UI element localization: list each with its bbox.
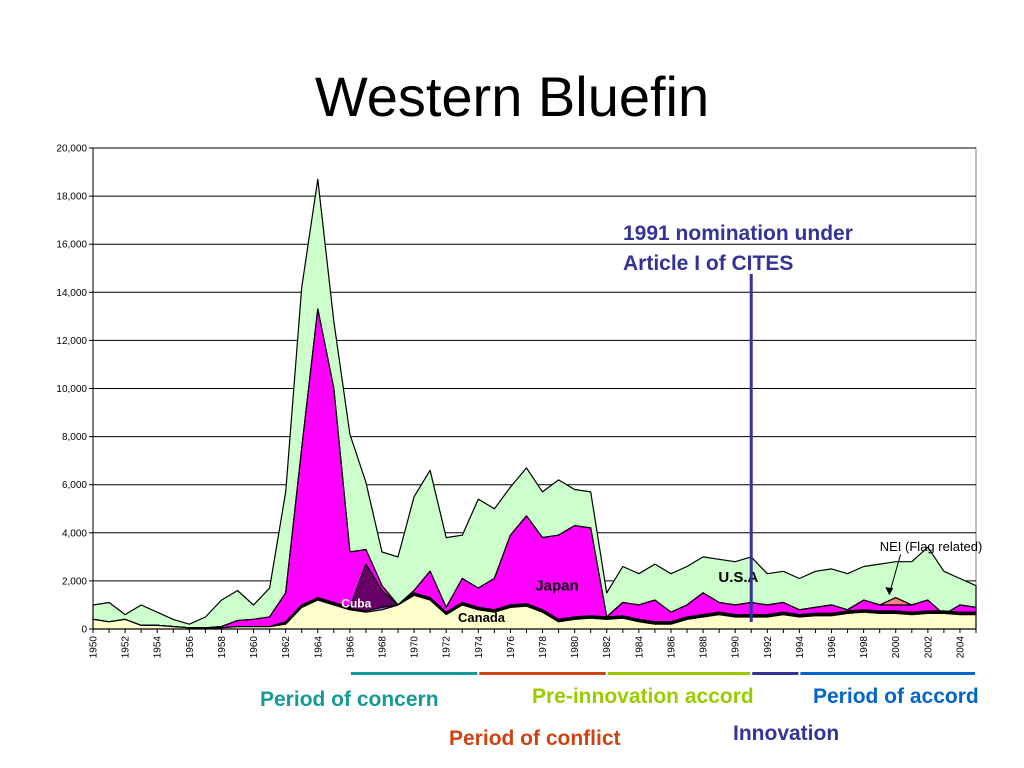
x-tick-label: 1956 [185, 636, 196, 659]
y-tick-label: 16,000 [56, 240, 87, 251]
x-tick-label: 1974 [474, 636, 485, 659]
x-tick-label: 1988 [699, 636, 710, 659]
y-tick-label: 10,000 [56, 384, 87, 395]
annotations: 1991 nomination under Article I of CITES [623, 222, 853, 622]
x-tick-label: 2004 [955, 636, 966, 659]
cites-annotation-line: Article I of CITES [623, 252, 793, 275]
series-label-cuba: Cuba [341, 596, 371, 610]
x-tick-label: 1972 [442, 636, 453, 659]
series-labels: Canada Cuba Japan U.S.A NEI (Flag related) [341, 539, 982, 625]
x-tick-label: 1990 [731, 636, 742, 659]
x-tick-label: 2002 [923, 636, 934, 659]
x-tick-label: 1966 [345, 636, 356, 659]
x-tick-label: 1980 [570, 636, 581, 659]
series-label-canada: Canada [458, 610, 506, 625]
x-tick-label: 1998 [859, 636, 870, 659]
y-tick-label: 18,000 [56, 192, 87, 203]
x-tick-label: 1964 [313, 636, 324, 659]
slide-title: Western Bluefin [314, 65, 710, 128]
x-tick-label: 1976 [506, 636, 517, 659]
period-label-period-of-conflict: Period of conflict [449, 727, 621, 750]
gridlines [92, 147, 977, 630]
x-tick-label: 1994 [795, 636, 806, 659]
period-label-period-of-concern: Period of concern [260, 688, 439, 711]
x-tick-label: 1950 [89, 636, 100, 659]
x-tick-label: 1986 [667, 636, 678, 659]
y-tick-label: 14,000 [56, 288, 87, 299]
nei-arrow-head [885, 587, 894, 596]
x-tick-label: 1996 [827, 636, 838, 659]
x-tick-label: 1982 [602, 636, 613, 659]
x-tick-label: 1984 [634, 636, 645, 659]
x-tick-label: 1978 [538, 636, 549, 659]
x-tick-label: 1992 [763, 636, 774, 659]
stacked-areas [92, 178, 977, 630]
y-tick-label: 8,000 [62, 432, 87, 443]
series-label-japan: Japan [535, 578, 578, 595]
period-label-pre-innovation-accord: Pre-innovation accord [532, 685, 754, 708]
series-label-u-s-a: U.S.A [718, 569, 758, 586]
y-tick-label: 4,000 [62, 528, 87, 539]
series-label-nei-flag-related: NEI (Flag related) [880, 539, 983, 554]
y-tick-label: 20,000 [56, 144, 87, 155]
cites-annotation-line: 1991 nomination under [623, 222, 853, 245]
x-tick-label: 1962 [281, 636, 292, 659]
axes: 0 2,000 4,000 6,000 8,000 10,000 12,000 14,000 1… [56, 144, 977, 659]
x-tick-label: 1960 [249, 636, 260, 659]
y-tick-label: 6,000 [62, 480, 87, 491]
y-tick-label: 12,000 [56, 336, 87, 347]
x-tick-label: 2000 [891, 636, 902, 659]
x-tick-label: 1954 [153, 636, 164, 659]
x-tick-label: 1970 [410, 636, 421, 659]
nei-arrow-line [888, 554, 902, 595]
x-tick-label: 1958 [217, 636, 228, 659]
y-tick-label: 0 [81, 625, 87, 636]
x-tick-label: 1952 [121, 636, 132, 659]
period-label-innovation: Innovation [733, 722, 840, 745]
period-label-period-of-accord: Period of accord [813, 685, 979, 708]
x-tick-label: 1968 [378, 636, 389, 659]
y-tick-label: 2,000 [62, 576, 87, 587]
